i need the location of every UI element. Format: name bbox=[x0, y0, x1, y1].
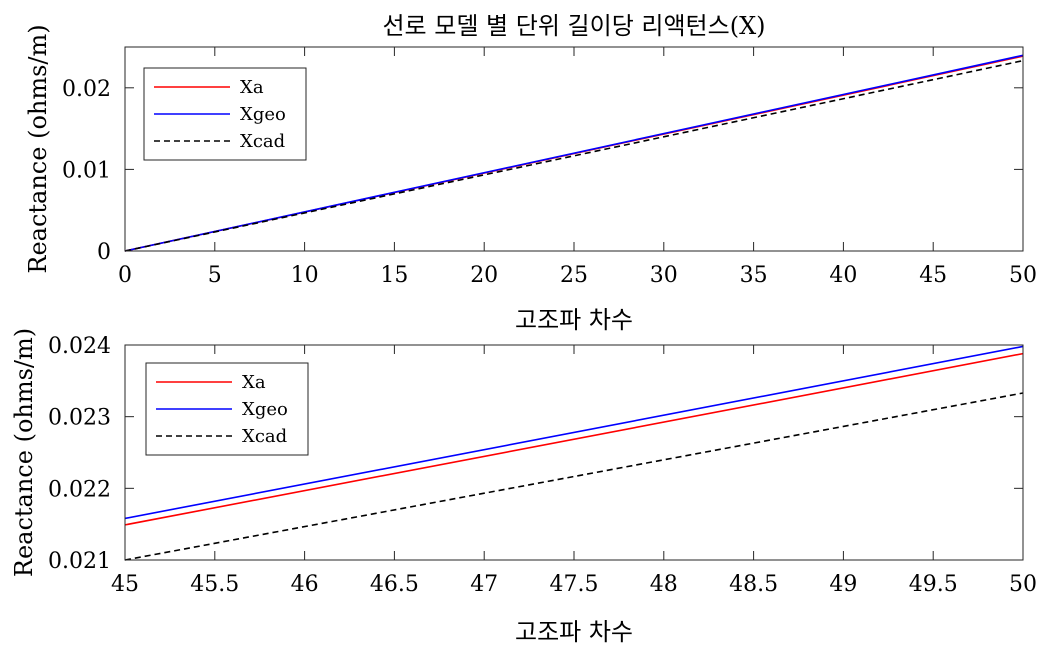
x-axis-label: 고조파 차수 bbox=[515, 306, 633, 334]
plot-overview: 0 5 10 15 20 25 30 35 40 45 50 0 0.01 0.02 고조파 차수 React… bbox=[24, 24, 1037, 334]
x-tick-label: 5 bbox=[208, 263, 222, 288]
legend-label-xa: Xa bbox=[242, 372, 266, 393]
x-axis-label: 고조파 차수 bbox=[515, 618, 633, 646]
y-tick-label: 0.023 bbox=[48, 406, 111, 431]
x-tick-label: 30 bbox=[650, 263, 678, 288]
x-tick-label: 15 bbox=[380, 263, 408, 288]
x-tick-label: 50 bbox=[1009, 572, 1037, 597]
series-line-xcad bbox=[124, 392, 1024, 561]
x-tick-label: 50 bbox=[1009, 263, 1037, 288]
x-tick-label: 40 bbox=[829, 263, 857, 288]
x-tick-label: 46 bbox=[291, 572, 319, 597]
series-line-xcad bbox=[124, 59, 1024, 252]
x-tick-label: 25 bbox=[560, 263, 588, 288]
y-tick-label: 0.024 bbox=[48, 334, 111, 359]
x-tick-label: 45.5 bbox=[190, 572, 239, 597]
legend-label-xcad: Xcad bbox=[242, 426, 287, 447]
y-tick-label: 0.022 bbox=[48, 477, 111, 502]
figure-title: 선로 모델 별 단위 길이당 리액턴스(X) bbox=[382, 12, 765, 40]
x-tick-label: 49.5 bbox=[909, 572, 958, 597]
y-tick-label: 0.01 bbox=[62, 158, 111, 183]
legend-label-xgeo: Xgeo bbox=[240, 104, 286, 125]
legend-label-xa: Xa bbox=[240, 77, 264, 98]
series-line-xgeo bbox=[124, 345, 1024, 520]
y-tick-label: 0.021 bbox=[48, 549, 111, 574]
x-tick-label: 20 bbox=[470, 263, 498, 288]
legend-label-xgeo: Xgeo bbox=[242, 399, 288, 420]
x-tick-label: 45 bbox=[919, 263, 947, 288]
x-tick-label: 46.5 bbox=[370, 572, 419, 597]
y-tick-label: 0 bbox=[97, 240, 111, 265]
x-tick-label: 47.5 bbox=[550, 572, 599, 597]
x-tick-label: 35 bbox=[740, 263, 768, 288]
x-tick-label: 47 bbox=[470, 572, 498, 597]
series-group bbox=[124, 345, 1024, 561]
y-tick-label: 0.02 bbox=[62, 77, 111, 102]
y-axis-label: Reactance (ohms/m) bbox=[24, 24, 52, 273]
x-tick-label: 0 bbox=[118, 263, 132, 288]
x-tick-label: 45 bbox=[111, 572, 139, 597]
x-tick-label: 49 bbox=[829, 572, 857, 597]
x-tick-label: 48.5 bbox=[729, 572, 778, 597]
x-tick-label: 10 bbox=[291, 263, 319, 288]
legend: Xa Xgeo Xcad bbox=[145, 362, 309, 456]
y-axis-label: Reactance (ohms/m) bbox=[10, 328, 38, 577]
x-tick-label: 48 bbox=[650, 572, 678, 597]
series-group bbox=[124, 54, 1024, 252]
legend-label-xcad: Xcad bbox=[240, 131, 285, 152]
series-line-xgeo bbox=[124, 54, 1024, 252]
plot-zoomed: 45 45.5 46 46.5 47 47.5 48 48.5 49 49.5 50 0.021 0.0… bbox=[10, 328, 1037, 646]
series-line-xa bbox=[124, 352, 1024, 526]
legend: Xa Xgeo Xcad bbox=[143, 67, 307, 161]
